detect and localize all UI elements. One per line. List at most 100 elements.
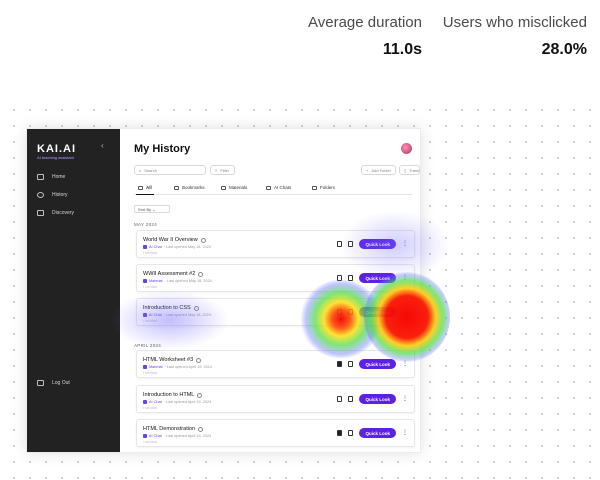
card-last-opened: · Last opened April 19, 2024 (164, 365, 213, 369)
filter-button[interactable]: ≡ Filter (210, 165, 235, 175)
history-card[interactable]: HTML Worksheet #3 Material · Last opened A… (136, 350, 415, 378)
card-title-text: Introduction to HTML (143, 392, 195, 398)
app-screenshot: KAI.AI AI teaching assistant ‹ Home Hist… (26, 128, 421, 453)
sidebar-item-history[interactable]: History (37, 192, 68, 198)
quick-look-button[interactable]: Quick Look (359, 239, 396, 249)
bookmark-icon[interactable] (337, 396, 343, 402)
tab-materials[interactable]: Materials (221, 185, 247, 190)
history-icon (37, 192, 44, 198)
sort-dropdown[interactable]: Sort By ⌄ (134, 205, 170, 213)
info-icon[interactable] (193, 305, 199, 311)
bookmark-icon[interactable] (337, 361, 343, 367)
folder-icon (312, 185, 317, 190)
more-options-icon[interactable]: ⋮ (402, 309, 408, 315)
share-icon[interactable] (348, 309, 354, 315)
tab-label: AI Chats (274, 185, 292, 190)
quick-look-button[interactable]: Quick Look (359, 307, 396, 317)
collapse-sidebar-icon[interactable]: ‹ (101, 141, 104, 150)
share-icon[interactable] (348, 361, 354, 367)
tab-label: Bookmarks (182, 185, 205, 190)
month-heading: MAY 2024 (134, 222, 157, 227)
card-type: AI Chat (149, 400, 162, 404)
ai-chat-icon (143, 245, 147, 249)
card-title-text: World War II Overview (143, 237, 198, 243)
stat-label: Average duration (308, 14, 422, 31)
tab-ai-chats[interactable]: AI Chats (266, 185, 291, 190)
grid-icon (138, 185, 143, 190)
logout-icon (37, 380, 44, 386)
info-icon[interactable] (198, 271, 204, 277)
card-last-opened: · Last opened May 18, 2024 (163, 313, 211, 317)
sidebar: KAI.AI AI teaching assistant ‹ Home Hist… (27, 129, 120, 452)
card-title: Introduction to CSS (143, 305, 199, 311)
info-icon[interactable] (197, 392, 203, 398)
trash-icon: ▯ (404, 167, 407, 173)
brand-subtitle: AI teaching assistant (37, 155, 74, 160)
card-type: Material (149, 279, 163, 283)
search-input[interactable]: ⌕ Search (134, 165, 206, 175)
bookmark-icon[interactable] (337, 309, 343, 315)
quick-look-button[interactable]: Quick Look (359, 273, 396, 283)
bookmark-icon[interactable] (337, 275, 343, 281)
history-card[interactable]: Introduction to HTML AI Chat · Last opened… (136, 385, 415, 413)
card-subtext: • not bkml (143, 371, 158, 375)
sidebar-item-label: Discovery (52, 210, 74, 216)
share-icon[interactable] (348, 275, 354, 281)
history-card[interactable]: WWII Assessment #2 Material · Last opened … (136, 264, 415, 292)
more-options-icon[interactable]: ⋮ (402, 275, 408, 281)
quick-look-button[interactable]: Quick Look (359, 359, 396, 369)
more-options-icon[interactable]: ⋮ (402, 361, 408, 367)
main-content: My History ⌕ Search ≡ Filter + Add Folde… (120, 129, 420, 452)
more-options-icon[interactable]: ⋮ (402, 396, 408, 402)
more-options-icon[interactable]: ⋮ (402, 430, 408, 436)
stat-label: Users who misclicked (442, 14, 587, 31)
bookmark-icon[interactable] (337, 430, 343, 436)
sidebar-item-discovery[interactable]: Discovery (37, 210, 74, 216)
ai-chat-icon (143, 400, 147, 404)
card-meta: AI Chat · Last opened April 13, 2024 (143, 434, 211, 438)
history-card[interactable]: Introduction to CSS AI Chat · Last opened … (136, 298, 415, 326)
quick-look-button[interactable]: Quick Look (359, 428, 396, 438)
share-icon[interactable] (348, 430, 354, 436)
info-icon[interactable] (200, 237, 206, 243)
info-icon[interactable] (196, 357, 202, 363)
card-last-opened: · Last opened May 18, 2024 (163, 245, 211, 249)
chevron-down-icon: ⌄ (152, 207, 156, 212)
card-type: AI Chat (149, 245, 162, 249)
card-meta: AI Chat · Last opened May 18, 2024 (143, 313, 211, 317)
card-title: HTML Worksheet #3 (143, 357, 202, 363)
sort-label: Sort By (138, 207, 152, 212)
history-card[interactable]: World War II Overview AI Chat · Last opene… (136, 230, 415, 258)
history-card[interactable]: HTML Demonstration AI Chat · Last opened A… (136, 419, 415, 447)
quick-look-button[interactable]: Quick Look (359, 394, 396, 404)
avatar[interactable] (401, 143, 412, 154)
trash-button[interactable]: ▯ Trash (399, 165, 420, 175)
filter-icon: ≡ (215, 167, 218, 173)
logout-button[interactable]: Log Out (37, 380, 70, 386)
add-folder-label: Add Folder (371, 167, 391, 173)
card-title-text: WWII Assessment #2 (143, 271, 196, 277)
stat-average-duration: Average duration 11.0s (308, 14, 422, 59)
card-title-text: HTML Demonstration (143, 426, 196, 432)
brand-logo: KAI.AI (37, 143, 76, 155)
sidebar-item-home[interactable]: Home (37, 174, 65, 180)
more-options-icon[interactable]: ⋮ (402, 241, 408, 247)
share-icon[interactable] (348, 396, 354, 402)
sidebar-item-label: History (52, 192, 68, 198)
card-last-opened: · Last opened April 19, 2024 (163, 400, 212, 404)
material-icon (143, 279, 147, 283)
card-subtext: • not bkml (143, 406, 158, 410)
add-folder-button[interactable]: + Add Folder (361, 165, 396, 175)
stat-misclicked: Users who misclicked 28.0% (443, 14, 587, 59)
search-icon: ⌕ (139, 167, 142, 173)
sidebar-item-label: Home (52, 174, 66, 180)
card-subtext: • not bkml (143, 440, 158, 444)
bookmark-icon[interactable] (337, 241, 343, 247)
tab-all[interactable]: All (136, 185, 154, 195)
tab-folders[interactable]: Folders (312, 185, 335, 190)
share-icon[interactable] (348, 241, 354, 247)
tab-bookmarks[interactable]: Bookmarks (174, 185, 205, 190)
card-title: HTML Demonstration (143, 426, 204, 432)
info-icon[interactable] (198, 426, 204, 432)
card-type: AI Chat (149, 434, 162, 438)
